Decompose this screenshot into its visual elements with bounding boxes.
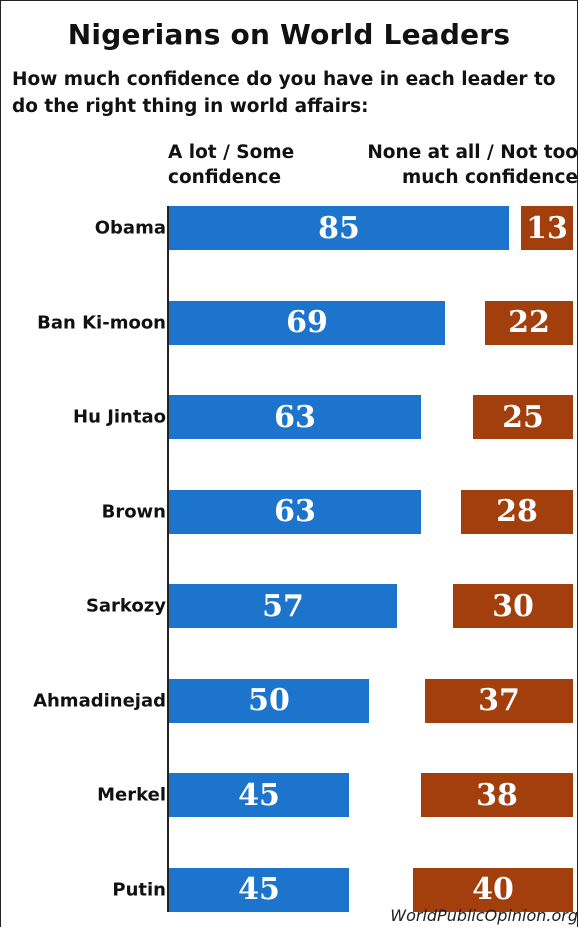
bar-positive-value-label: 69 <box>286 305 328 340</box>
category-axis-line <box>167 206 169 912</box>
bar-positive: 63 <box>169 489 421 534</box>
bar-positive-value-label: 50 <box>248 683 290 718</box>
series-header-negative: None at all / Not too much confidence <box>367 142 578 188</box>
bar-positive-value-label: 63 <box>274 399 316 435</box>
bar-positive: 57 <box>169 584 397 628</box>
category-label: Obama <box>94 217 166 239</box>
bar-negative-value-label: 28 <box>496 494 538 529</box>
chart-subtitle: How much confidence do you have in each … <box>12 69 556 117</box>
bar-negative: 22 <box>485 300 573 345</box>
bar-negative: 13 <box>521 206 573 250</box>
bar-negative-value-label: 40 <box>472 872 514 907</box>
bar-negative: 25 <box>473 395 573 439</box>
bar-negative: 40 <box>413 867 573 912</box>
bar-positive: 45 <box>169 773 349 817</box>
bar-positive-value-label: 57 <box>262 588 304 624</box>
bar-positive: 45 <box>169 867 349 912</box>
bar-positive: 63 <box>169 395 421 439</box>
series-header-positive: A lot / Some confidence <box>168 142 295 188</box>
bar-negative: 30 <box>453 584 573 628</box>
bar-positive-value-label: 45 <box>238 777 280 813</box>
bar-negative: 37 <box>425 678 573 723</box>
bar-negative-value-label: 30 <box>492 588 534 624</box>
source-credit: WorldPublicOpinion.org <box>390 906 578 925</box>
bar-negative-value-label: 22 <box>508 305 550 340</box>
bar-negative-value-label: 13 <box>526 210 568 246</box>
bar-positive-value-label: 45 <box>238 872 280 907</box>
category-label: Hu Jintao <box>73 406 166 428</box>
category-label: Putin <box>112 879 166 900</box>
bar-negative-value-label: 25 <box>502 399 544 435</box>
bar-positive-value-label: 85 <box>318 210 360 246</box>
category-label: Ahmadinejad <box>33 690 166 711</box>
bar-positive: 85 <box>169 206 509 250</box>
category-label: Sarkozy <box>85 595 166 617</box>
bar-negative: 38 <box>421 773 573 817</box>
category-label: Brown <box>101 501 166 522</box>
bar-negative-value-label: 37 <box>478 683 520 718</box>
category-label: Merkel <box>97 784 166 806</box>
category-label: Ban Ki-moon <box>37 312 166 333</box>
bar-negative-value-label: 38 <box>476 777 518 813</box>
bar-positive-value-label: 63 <box>274 494 316 529</box>
bar-positive: 50 <box>169 678 369 723</box>
chart-title: Nigerians on World Leaders <box>67 18 511 51</box>
bar-positive: 69 <box>169 300 445 345</box>
bar-negative: 28 <box>461 489 573 534</box>
